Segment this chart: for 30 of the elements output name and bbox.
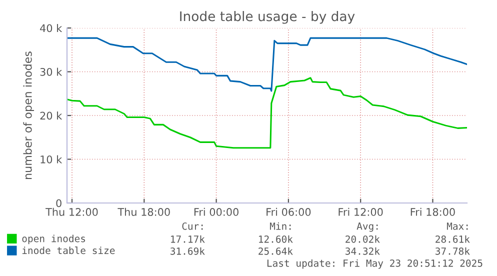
text: 34.32k (346, 247, 380, 255)
text: Min: (270, 222, 291, 230)
y-axis-title: number of open inodes (23, 52, 34, 179)
legend-label: open inodes (22, 234, 86, 244)
text: Avg: (356, 222, 378, 232)
x-tick-label: Thu 18:00 (118, 208, 170, 216)
text: 20.02k (346, 235, 380, 243)
text: 12.60k (259, 235, 293, 243)
text: 17.17k (171, 235, 205, 243)
text: 28.61k (436, 235, 470, 243)
y-tick-label: 40 k (40, 24, 62, 32)
x-tick-label: Fri 12:00 (338, 208, 383, 216)
y-tick-label: 0 (56, 199, 62, 208)
chart-title: Inode table usage - by day (180, 11, 355, 24)
y-tick-label: 10 k (40, 155, 62, 164)
text: Max: (446, 222, 468, 230)
y-tick-label: 30 k (40, 68, 62, 76)
line-series (67, 37, 467, 92)
x-tick-label: Thu 12:00 (46, 208, 98, 216)
text: 37.78k (436, 247, 470, 255)
line-series (67, 77, 467, 149)
text: 31.69k (170, 247, 205, 255)
text: Cur: (182, 222, 203, 230)
text: 25.64k (258, 247, 293, 255)
x-tick-label: Fri 18:00 (410, 208, 455, 216)
x-tick-label: Fri 06:00 (266, 208, 311, 216)
legend-label: inode table size (22, 246, 115, 254)
text: Last update: Fri May 23 20:51:12 2025 (267, 259, 482, 269)
x-tick-label: Fri 00:00 (194, 208, 238, 216)
y-tick-label: 20 k (40, 112, 62, 120)
